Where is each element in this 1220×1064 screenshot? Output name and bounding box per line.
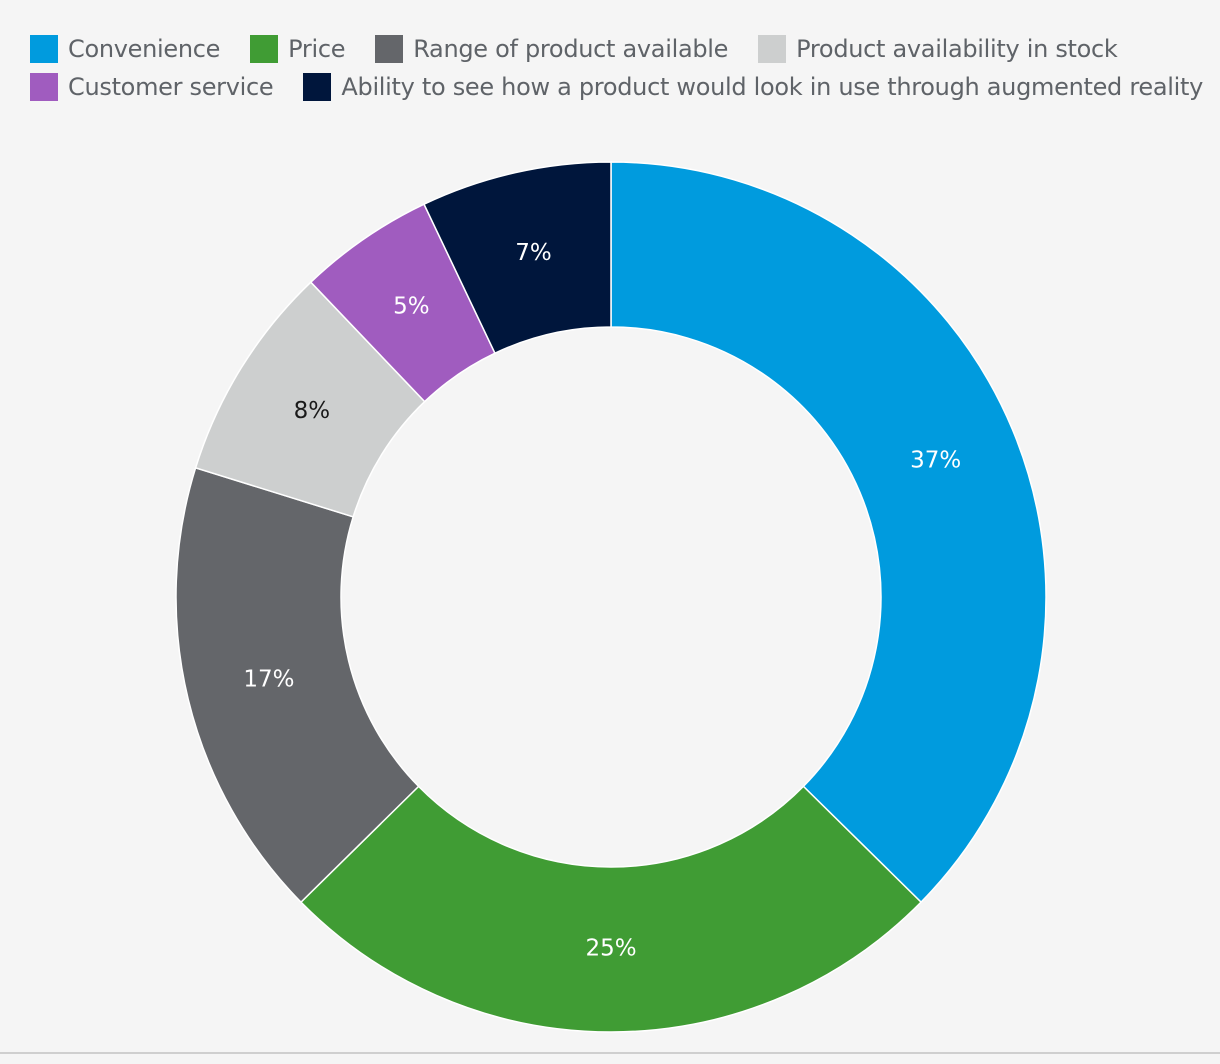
legend-item-augmented-reality: Ability to see how a product would look … (303, 73, 1203, 101)
legend-label-price: Price (288, 35, 346, 63)
legend-swatch-convenience (30, 35, 58, 63)
donut-slice-ability-to-see-how-a-product-would-look-in-use-through-augmented-reality (423, 161, 612, 355)
data-label-customer-service: 5% (393, 294, 430, 320)
legend-label-convenience: Convenience (68, 35, 221, 63)
data-label-range-of-product-available: 17% (243, 666, 294, 692)
legend-label-availability: Product availability in stock (796, 35, 1118, 63)
legend-row-2: Customer service Ability to see how a pr… (30, 68, 1203, 106)
legend-item-convenience: Convenience (30, 35, 220, 63)
legend-swatch-range (375, 35, 404, 63)
legend-item-price: Price (250, 35, 346, 63)
donut-slice-convenience (610, 161, 1047, 904)
data-label-price: 25% (585, 936, 636, 962)
donut-slice-price (299, 785, 923, 1033)
legend-label-range: Range of product available (413, 35, 729, 63)
legend-swatch-price (250, 35, 279, 63)
data-label-ability-to-see-how-a-product-would-look-in-use-through-augmented-reality: 7% (515, 240, 552, 266)
legend-swatch-augmented-reality (303, 73, 332, 101)
data-label-convenience: 37% (910, 448, 961, 474)
legend-label-augmented-reality: Ability to see how a product would look … (341, 73, 1203, 101)
legend-item-availability: Product availability in stock (758, 35, 1118, 63)
bottom-divider (0, 1052, 1220, 1054)
chart-legend: Convenience Price Range of product avail… (30, 30, 1203, 106)
legend-label-customer-service: Customer service (68, 73, 274, 101)
legend-swatch-availability (758, 35, 787, 63)
data-label-product-availability-in-stock: 8% (294, 398, 331, 424)
legend-item-range: Range of product available (375, 35, 728, 63)
legend-swatch-customer-service (30, 73, 58, 101)
legend-item-customer-service: Customer service (30, 73, 274, 101)
legend-row-1: Convenience Price Range of product avail… (30, 30, 1200, 68)
donut-slice-range-of-product-available (175, 466, 420, 904)
